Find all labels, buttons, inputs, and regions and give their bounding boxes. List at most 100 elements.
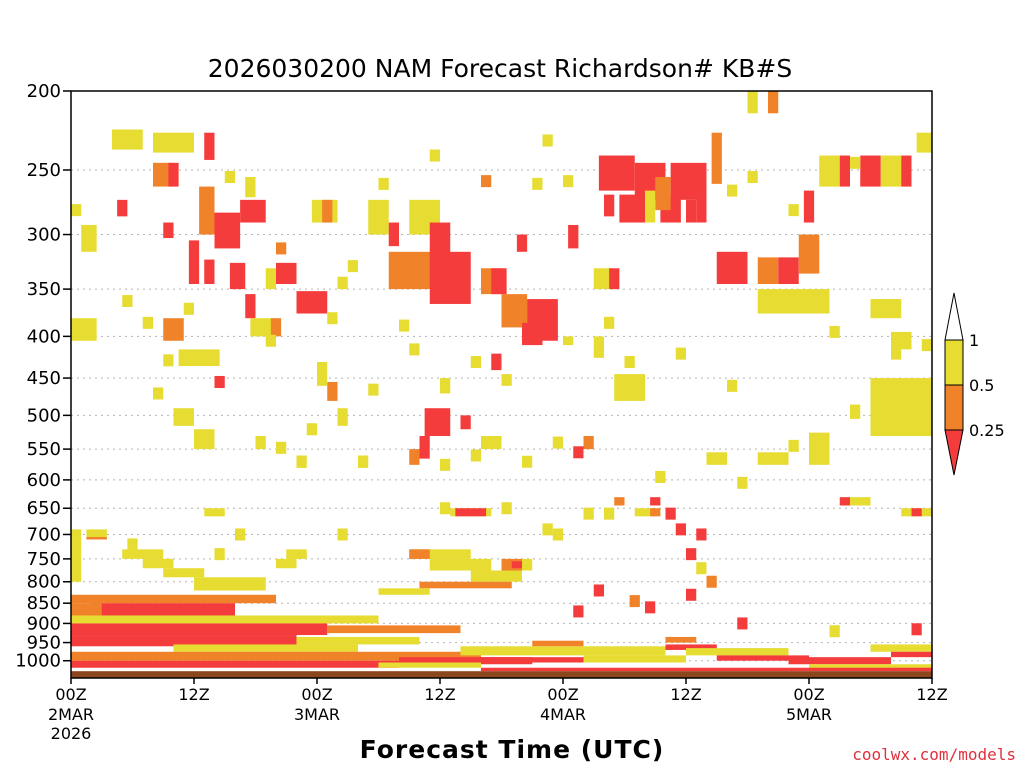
ri-speck-24 — [409, 343, 420, 356]
ri-cell-121 — [522, 558, 533, 571]
ri-speck-5 — [675, 523, 686, 536]
ri-speck-40 — [347, 260, 358, 273]
ri-cell-21 — [71, 318, 97, 341]
ri-cell-54 — [716, 251, 748, 285]
ri-cell-135 — [399, 657, 533, 665]
y-tick-label: 900 — [27, 613, 61, 634]
ri-speck-63 — [306, 423, 317, 436]
y-tick-label: 350 — [27, 279, 61, 300]
ri-cell-78 — [491, 353, 502, 371]
ri-cell-69 — [870, 299, 902, 319]
ri-cell-142 — [788, 657, 891, 665]
ri-speck-39 — [378, 177, 389, 190]
ri-cell-48 — [670, 162, 707, 200]
ri-cell-101 — [650, 497, 661, 506]
ri-cell-112 — [194, 577, 266, 591]
ri-cell-74 — [757, 452, 789, 465]
ri-cell-144 — [870, 644, 932, 652]
ri-speck-65 — [501, 502, 512, 515]
ri-speck-30 — [891, 347, 902, 360]
ri-cell-19 — [270, 318, 282, 337]
ri-speck-60 — [153, 387, 164, 400]
ri-speck-20 — [932, 528, 942, 540]
ri-cell-136 — [460, 646, 666, 656]
ri-speck-15 — [737, 617, 748, 630]
ri-cell-14 — [276, 262, 297, 285]
ri-cell-64 — [901, 155, 912, 187]
ri-speck-8 — [696, 562, 707, 575]
ri-speck-9 — [706, 575, 717, 588]
colorbar-label-1: 1 — [969, 331, 979, 350]
ri-cell-9 — [240, 199, 266, 223]
ri-speck-6 — [696, 528, 707, 541]
ri-cell-46 — [619, 194, 645, 223]
credit-link[interactable]: coolwx.com/models — [852, 745, 1016, 764]
y-tick-label: 800 — [27, 572, 61, 593]
ri-speck-22 — [737, 476, 748, 489]
ri-cell-67 — [747, 91, 758, 114]
ri-speck-57 — [788, 439, 799, 452]
ri-cell-37 — [522, 322, 543, 346]
ri-cell-86 — [337, 408, 348, 426]
x-axis-label: Forecast Time (UTC) — [360, 735, 665, 764]
ri-cell-103 — [850, 497, 871, 506]
ri-cell-132 — [296, 636, 420, 645]
y-tick-label: 400 — [27, 326, 61, 347]
ri-cell-1 — [153, 132, 194, 153]
ri-cell-105 — [911, 508, 922, 517]
ri-speck-48 — [265, 334, 276, 347]
ri-cell-12 — [229, 262, 246, 290]
ri-speck-66 — [440, 502, 451, 515]
ri-cell-53 — [711, 132, 722, 184]
ri-cell-118 — [470, 570, 522, 582]
ri-cell-45 — [604, 194, 615, 217]
ri-speck-19 — [932, 576, 942, 588]
ri-speck-23 — [214, 375, 225, 388]
ri-cell-147 — [532, 640, 584, 647]
ri-cell-106 — [71, 529, 82, 582]
ri-speck-3 — [552, 528, 563, 541]
ri-speck-67 — [542, 523, 553, 536]
ri-cell-3 — [168, 162, 179, 187]
ri-cell-99 — [650, 508, 661, 517]
ground-surface — [71, 671, 932, 678]
ri-cell-43 — [598, 155, 635, 191]
ri-cell-130 — [71, 635, 297, 647]
ri-cell-6 — [163, 222, 174, 239]
ri-speck-37 — [481, 175, 492, 188]
y-tick-label: 600 — [27, 470, 61, 491]
ri-speck-69 — [665, 507, 676, 520]
ri-cell-4 — [204, 132, 215, 160]
colorbar-label-0-25: 0.25 — [969, 421, 1005, 440]
ri-cell-17 — [245, 294, 256, 319]
ri-cell-91 — [194, 429, 215, 450]
ri-cell-73 — [809, 432, 830, 465]
ri-cell-124 — [71, 594, 276, 604]
ri-cell-128 — [71, 623, 328, 636]
ri-cell-22 — [81, 224, 97, 252]
ri-cell-114 — [286, 549, 307, 559]
ri-cell-84 — [440, 378, 451, 394]
y-axis: 200 250 300 350 400 450 500 550 600 650 700 7508008… — [15, 81, 71, 672]
ri-cell-113 — [276, 558, 297, 569]
y-tick-label: 200 — [27, 81, 61, 102]
colorbar-yellow-bin — [944, 339, 964, 386]
ri-cell-32 — [429, 222, 451, 258]
ri-cell-138 — [583, 655, 686, 663]
x-tick-label: 12Z — [424, 685, 455, 704]
ri-speck-16 — [829, 625, 840, 638]
ri-cell-28 — [388, 222, 399, 247]
ri-speck-32 — [850, 156, 861, 169]
ri-speck-26 — [624, 355, 635, 368]
ri-speck-45 — [142, 316, 153, 329]
ri-speck-18 — [932, 619, 942, 631]
ri-cell-100 — [614, 497, 625, 506]
ri-cell-125 — [91, 603, 235, 616]
ri-speck-27 — [675, 347, 686, 360]
colorbar-red-arrow — [944, 429, 964, 476]
ri-cell-38 — [516, 234, 528, 252]
ri-cell-81 — [419, 435, 430, 459]
ri-speck-1 — [214, 548, 225, 561]
ri-cell-149 — [481, 667, 932, 672]
